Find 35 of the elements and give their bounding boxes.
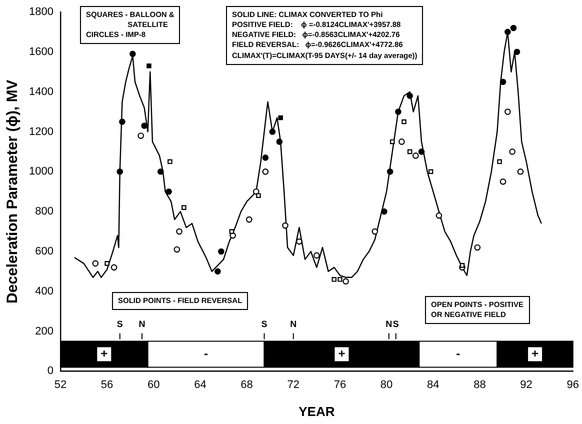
band-label: -: [456, 346, 460, 361]
y-tick-label: 800: [35, 206, 54, 218]
y-tick-label: 1600: [28, 46, 54, 58]
y-tick-label: 0: [47, 365, 54, 378]
x-axis-title: YEAR: [298, 404, 336, 419]
x-tick-label: 96: [566, 378, 580, 391]
x-tick-label: 72: [287, 378, 300, 391]
band-label: +: [100, 346, 108, 361]
ref-line-label: N: [386, 319, 392, 330]
y-tick-label: 400: [35, 285, 54, 298]
ref-line-label: S: [392, 319, 399, 330]
y-tick-label: 1200: [28, 126, 54, 138]
x-tick-label: 92: [520, 378, 532, 391]
y-axis-title: Deceleration Parameter (ϕ), MV: [4, 80, 22, 304]
band-label: +: [532, 346, 539, 361]
ref-line-label: N: [290, 319, 297, 330]
y-tick-label: 1400: [28, 86, 54, 98]
x-tick-label: 80: [380, 378, 393, 391]
ref-line-label: S: [261, 319, 268, 330]
x-tick-label: 52: [54, 378, 67, 391]
y-tick-label: 600: [35, 246, 54, 258]
y-tick-label: 1000: [28, 166, 54, 178]
ref-line-label: N: [138, 319, 146, 330]
x-tick-label: 76: [334, 378, 346, 391]
y-tick-label: 1800: [28, 6, 54, 18]
band-label: -: [204, 346, 208, 361]
x-tick-label: 64: [194, 378, 206, 391]
band-label: +: [338, 346, 346, 361]
ref-line-label: S: [116, 319, 123, 330]
x-tick-label: 60: [148, 378, 160, 391]
x-tick-label: 88: [474, 378, 486, 391]
x-tick-label: 56: [100, 378, 114, 391]
x-tick-label: 84: [427, 378, 440, 391]
x-tick-label: 68: [240, 378, 253, 391]
y-tick-label: 200: [35, 325, 54, 338]
